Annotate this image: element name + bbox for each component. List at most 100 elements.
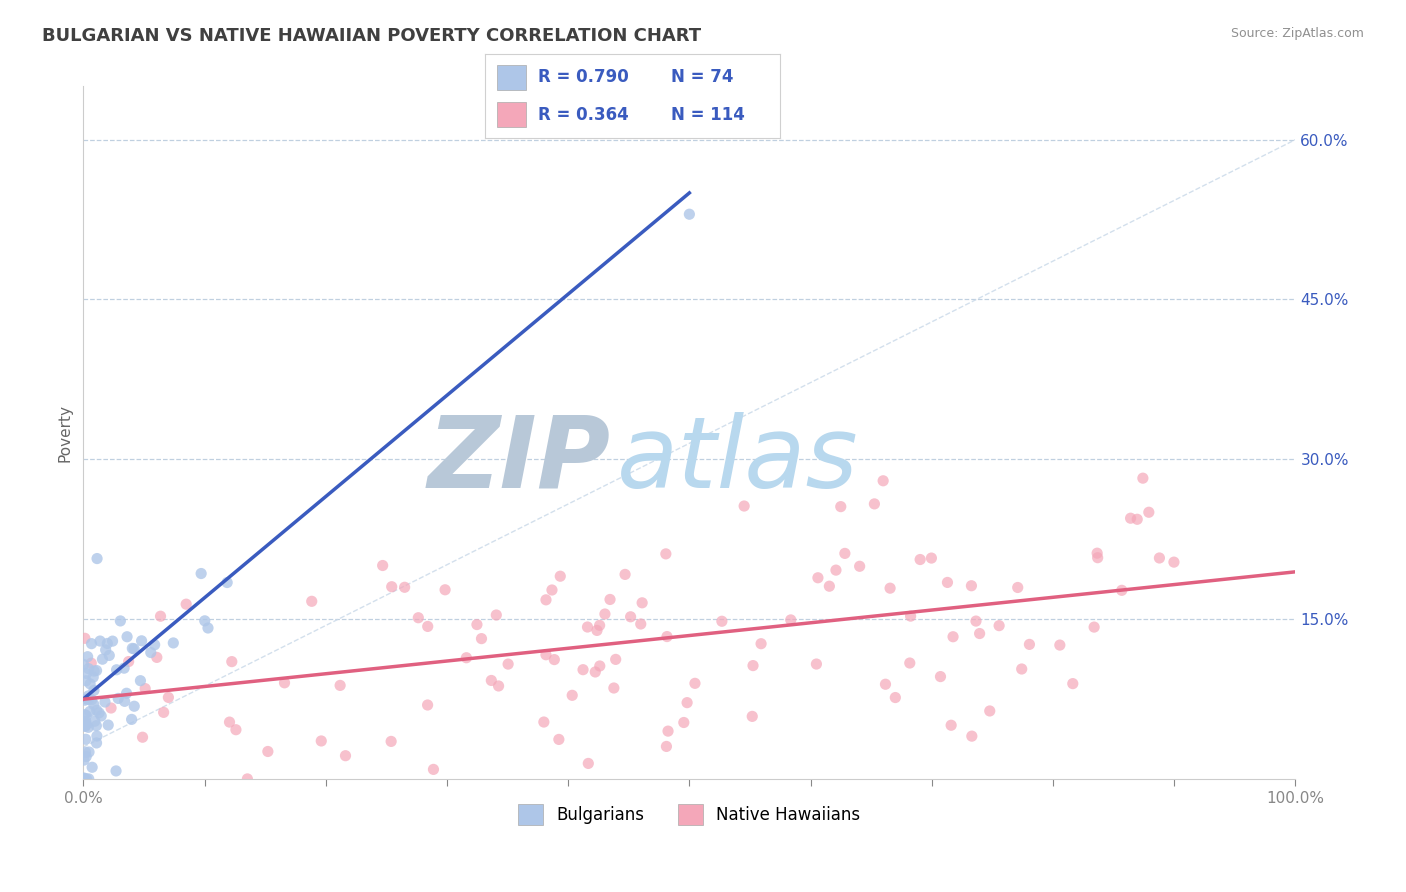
Point	[77, 692, 100, 706]
Point	[848, 559, 870, 574]
Point	[90, 709, 112, 723]
Point	[86, 736, 108, 750]
Point	[162, 636, 184, 650]
Point	[117, 655, 139, 669]
Point	[1085, 546, 1108, 560]
Point	[416, 619, 439, 633]
Point	[105, 663, 128, 677]
Point	[221, 655, 243, 669]
Point	[86, 551, 108, 566]
Point	[174, 597, 197, 611]
Point	[77, 720, 100, 734]
Point	[75, 673, 97, 688]
FancyBboxPatch shape	[496, 64, 526, 90]
Point	[599, 592, 621, 607]
Point	[879, 581, 901, 595]
Point	[1087, 550, 1109, 565]
Point	[225, 723, 247, 737]
Point	[834, 546, 856, 560]
Text: N = 114: N = 114	[671, 105, 745, 123]
Point	[1132, 471, 1154, 485]
Point	[115, 630, 138, 644]
Point	[465, 617, 488, 632]
Point	[1111, 583, 1133, 598]
Point	[1126, 512, 1149, 526]
Point	[408, 611, 430, 625]
Point	[576, 620, 599, 634]
Point	[101, 634, 124, 648]
Point	[655, 547, 678, 561]
Point	[588, 618, 610, 632]
Point	[257, 744, 280, 758]
Point	[872, 474, 894, 488]
Point	[733, 499, 755, 513]
Point	[75, 772, 97, 786]
Point	[73, 632, 96, 646]
Legend: Bulgarians, Native Hawaiians: Bulgarians, Native Hawaiians	[510, 796, 869, 833]
Point	[394, 580, 416, 594]
Point	[83, 664, 105, 678]
Point	[122, 699, 145, 714]
Point	[157, 690, 180, 705]
Point	[1149, 551, 1171, 566]
Point	[77, 689, 100, 703]
Point	[86, 729, 108, 743]
Point	[80, 692, 103, 706]
Point	[456, 650, 478, 665]
Point	[112, 661, 135, 675]
Point	[129, 673, 152, 688]
Point	[273, 675, 295, 690]
Point	[94, 695, 117, 709]
Point	[960, 729, 983, 743]
Point	[779, 613, 801, 627]
Text: BULGARIAN VS NATIVE HAWAIIAN POVERTY CORRELATION CHART: BULGARIAN VS NATIVE HAWAIIAN POVERTY COR…	[42, 27, 702, 45]
Point	[603, 681, 626, 695]
Point	[863, 497, 886, 511]
Point	[939, 718, 962, 732]
Point	[1018, 637, 1040, 651]
Point	[110, 614, 132, 628]
Point	[593, 607, 616, 621]
Point	[965, 614, 987, 628]
Point	[422, 763, 444, 777]
Point	[218, 715, 240, 730]
Point	[217, 575, 239, 590]
Point	[479, 673, 502, 688]
Point	[75, 708, 97, 723]
Point	[583, 665, 606, 679]
Point	[380, 734, 402, 748]
Point	[1083, 620, 1105, 634]
Point	[605, 652, 627, 666]
Point	[1011, 662, 1033, 676]
Point	[73, 707, 96, 722]
Point	[77, 772, 100, 786]
Point	[1119, 511, 1142, 525]
Point	[543, 652, 565, 666]
Point	[488, 679, 510, 693]
Point	[121, 641, 143, 656]
Point	[936, 575, 959, 590]
Point	[710, 614, 733, 628]
Point	[1007, 581, 1029, 595]
Point	[1049, 638, 1071, 652]
Point	[534, 592, 557, 607]
Point	[988, 618, 1011, 632]
Point	[657, 724, 679, 739]
Point	[678, 207, 700, 221]
Point	[900, 609, 922, 624]
Point	[576, 756, 599, 771]
Point	[139, 646, 162, 660]
Point	[335, 748, 357, 763]
Point	[818, 579, 841, 593]
FancyBboxPatch shape	[496, 102, 526, 128]
Point	[908, 552, 931, 566]
Point	[1137, 505, 1160, 519]
Text: N = 74: N = 74	[671, 69, 734, 87]
Point	[614, 567, 637, 582]
Point	[190, 566, 212, 581]
Point	[630, 617, 652, 632]
Point	[73, 753, 96, 767]
Point	[89, 634, 111, 648]
Point	[115, 686, 138, 700]
Text: R = 0.364: R = 0.364	[538, 105, 628, 123]
